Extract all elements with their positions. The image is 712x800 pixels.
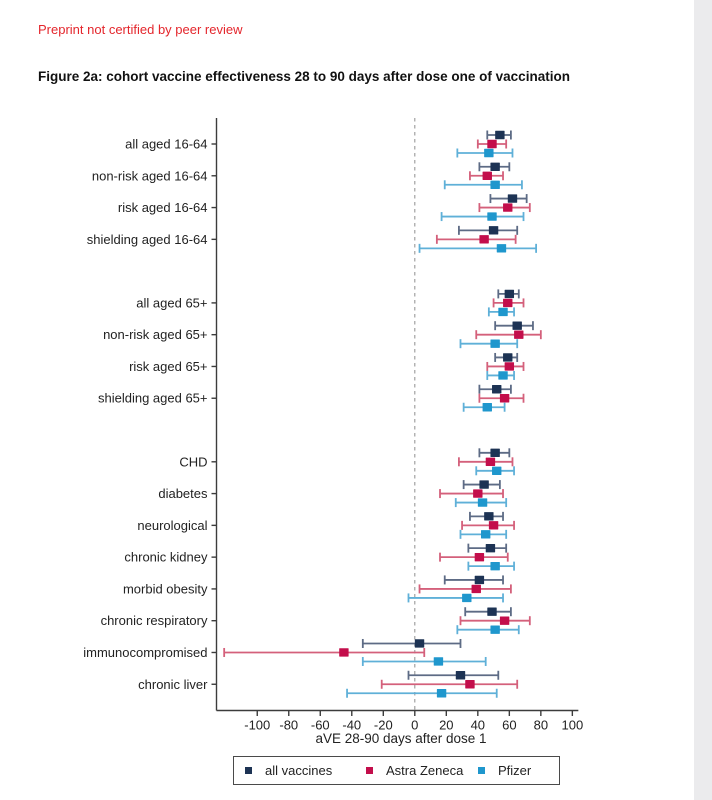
category-label: chronic kidney <box>124 550 208 565</box>
point-estimate-all <box>485 543 496 553</box>
category-label: morbid obesity <box>123 581 208 596</box>
point-estimate-az <box>488 521 499 530</box>
category-label: shielding aged 65+ <box>98 391 208 406</box>
point-estimate-pfizer <box>433 657 444 666</box>
point-estimate-all <box>512 321 522 330</box>
point-estimate-all <box>507 194 518 203</box>
category-label: neurological <box>137 518 207 533</box>
point-estimate-az <box>473 489 483 498</box>
point-estimate-all <box>474 575 485 585</box>
point-estimate-az <box>503 298 513 308</box>
point-estimate-pfizer <box>492 466 502 475</box>
category-label: non-risk aged 16-64 <box>92 168 208 183</box>
x-tick-label: 80 <box>534 718 548 733</box>
point-estimate-all <box>490 448 500 457</box>
point-estimate-az <box>487 139 497 149</box>
x-tick-label: 40 <box>471 718 485 733</box>
category-label: shielding aged 16-64 <box>87 232 208 247</box>
category-label: CHD <box>179 454 207 469</box>
point-estimate-pfizer <box>482 403 492 412</box>
point-estimate-az <box>504 362 515 371</box>
legend-item-astra-zeneca: Astra Zeneca <box>366 757 463 784</box>
point-estimate-all <box>490 162 500 171</box>
category-label: risk aged 65+ <box>129 359 207 374</box>
category-label: diabetes <box>158 486 208 501</box>
x-tick-label: -100 <box>244 718 270 733</box>
x-tick-label: 60 <box>502 718 516 733</box>
point-estimate-az <box>499 616 510 625</box>
point-estimate-pfizer <box>487 212 497 221</box>
legend: all vaccines Astra Zeneca Pfizer <box>233 756 560 785</box>
pfizer-swatch-icon <box>478 767 485 774</box>
x-tick-label: 0 <box>411 718 418 733</box>
category-label: immunocompromised <box>83 645 207 660</box>
point-estimate-all <box>479 480 489 489</box>
point-estimate-az <box>499 394 510 403</box>
point-estimate-az <box>474 552 485 562</box>
point-estimate-pfizer <box>498 307 508 317</box>
point-estimate-all <box>484 512 494 521</box>
page-edge-strip <box>694 0 712 800</box>
point-estimate-pfizer <box>480 530 491 539</box>
point-estimate-az <box>482 171 492 180</box>
point-estimate-pfizer <box>490 339 500 348</box>
point-estimate-all <box>495 130 505 140</box>
point-estimate-az <box>503 203 513 212</box>
point-estimate-all <box>487 607 497 616</box>
point-estimate-all <box>503 353 513 362</box>
point-estimate-pfizer <box>490 561 500 571</box>
point-estimate-az <box>465 680 475 689</box>
x-tick-label: -40 <box>342 718 361 733</box>
point-estimate-pfizer <box>477 498 488 507</box>
astra-zeneca-swatch-icon <box>366 767 373 774</box>
category-label: chronic respiratory <box>101 613 208 628</box>
point-estimate-az <box>479 235 489 244</box>
point-estimate-all <box>455 671 466 680</box>
point-estimate-pfizer <box>490 625 500 634</box>
x-tick-label: 100 <box>561 718 583 733</box>
preprint-notice: Preprint not certified by peer review <box>38 22 243 37</box>
figure-title: Figure 2a: cohort vaccine effectiveness … <box>38 69 570 84</box>
point-estimate-pfizer <box>498 371 508 380</box>
point-estimate-all <box>492 385 502 394</box>
x-axis-label: aVE 28-90 days after dose 1 <box>315 731 487 746</box>
point-estimate-pfizer <box>490 180 500 189</box>
category-label: chronic liver <box>138 677 208 692</box>
point-estimate-az <box>485 457 496 466</box>
point-estimate-all <box>414 639 425 648</box>
legend-label: all vaccines <box>265 763 333 778</box>
point-estimate-az <box>514 330 524 339</box>
legend-label: Astra Zeneca <box>386 763 464 778</box>
category-label: all aged 16-64 <box>125 137 207 152</box>
point-estimate-az <box>339 648 349 657</box>
point-estimate-pfizer <box>436 689 447 698</box>
point-estimate-all <box>504 289 515 299</box>
point-estimate-pfizer <box>484 148 494 158</box>
point-estimate-pfizer <box>462 593 472 603</box>
x-tick-label: -20 <box>374 718 393 733</box>
legend-item-all-vaccines: all vaccines <box>245 757 332 784</box>
x-tick-label: 20 <box>439 718 453 733</box>
x-tick-label: -80 <box>279 718 298 733</box>
category-label: non-risk aged 65+ <box>103 327 207 342</box>
category-label: all aged 65+ <box>136 295 207 310</box>
point-estimate-all <box>488 226 499 235</box>
legend-label: Pfizer <box>498 763 532 778</box>
point-estimate-az <box>471 584 481 594</box>
point-estimate-pfizer <box>496 244 507 253</box>
all-vaccines-swatch-icon <box>245 767 252 774</box>
category-label: risk aged 16-64 <box>118 200 208 215</box>
legend-item-pfizer: Pfizer <box>478 757 531 784</box>
x-tick-label: -60 <box>311 718 330 733</box>
